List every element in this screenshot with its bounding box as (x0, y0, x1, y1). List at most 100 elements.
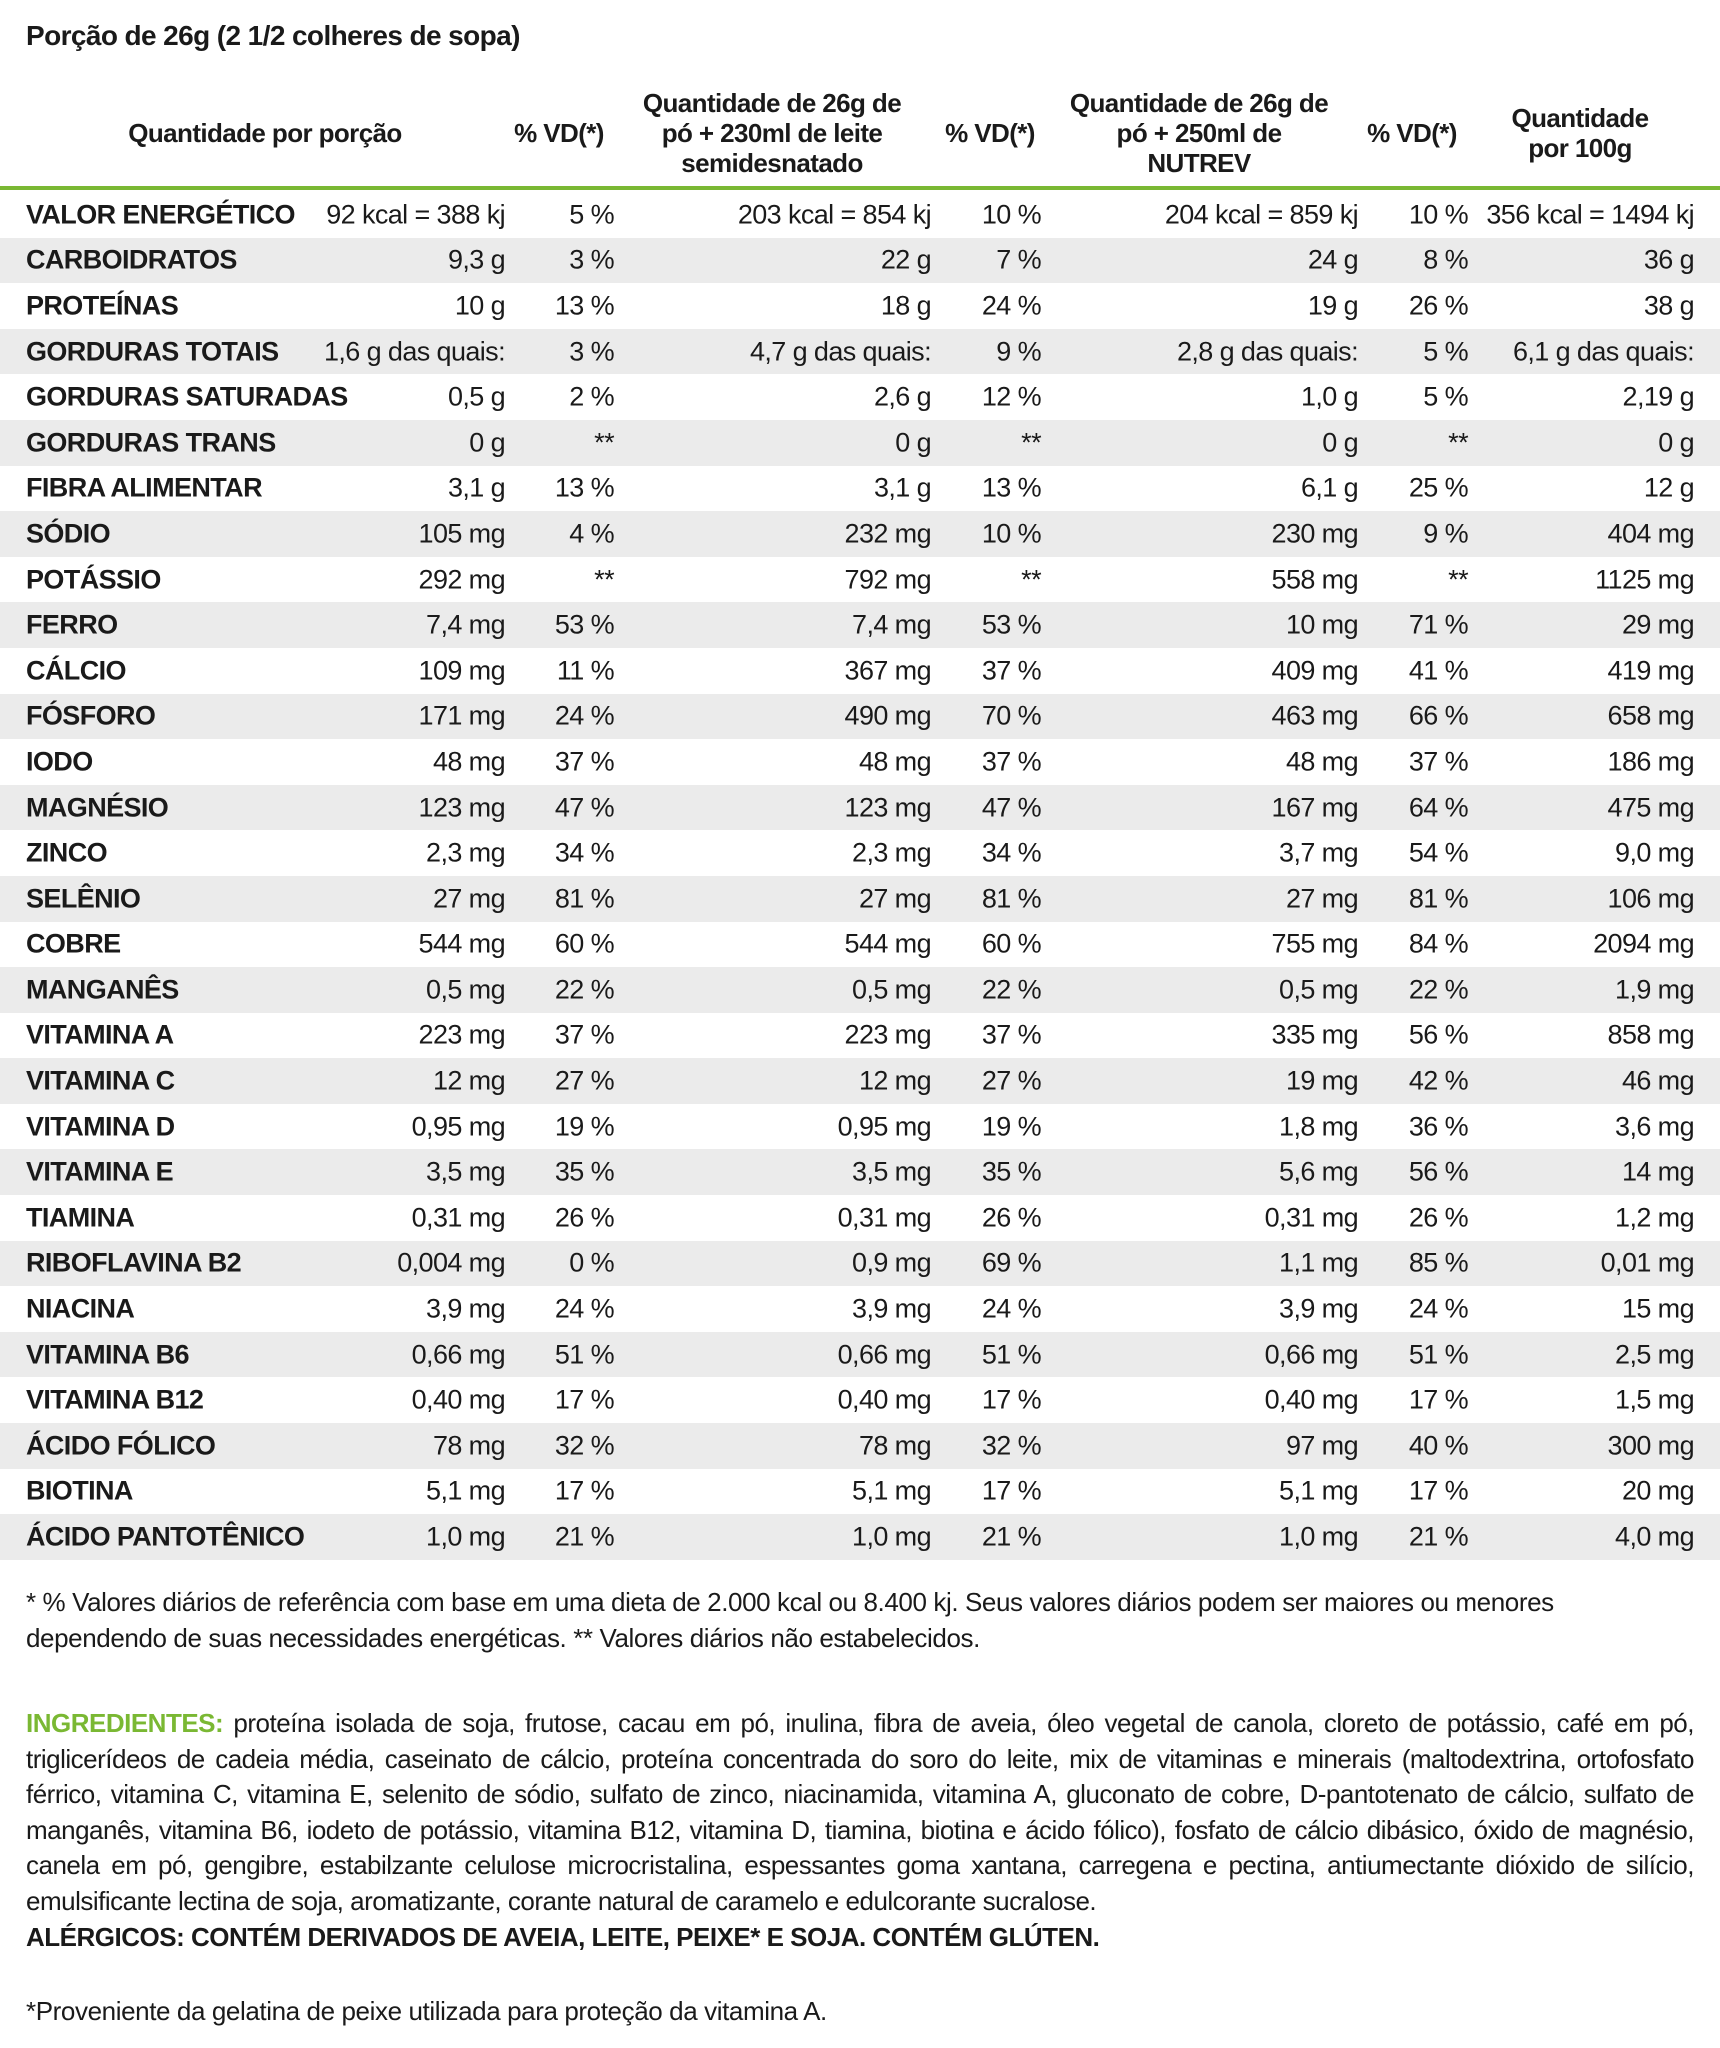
per-serving-value: 292 mg (418, 564, 506, 595)
with-milk-value: 48 mg (858, 746, 932, 777)
with-nutrev-value: 3,7 mg (1279, 837, 1359, 868)
per-100g-value: 29 mg (1621, 609, 1695, 640)
with-milk-value: 490 mg (844, 700, 932, 731)
with-milk-vd: 26 % (981, 1202, 1042, 1233)
per-serving-vd: 5 % (569, 199, 614, 230)
nutrient-name: VALOR ENERGÉTICO (26, 199, 296, 230)
with-milk-vd: 60 % (981, 928, 1042, 959)
nutrient-name: FERRO (26, 609, 118, 640)
with-milk-value: 12 mg (858, 1065, 932, 1096)
table-row: PROTEÍNAS 10 g 13 % 18 g 24 % 19 g 26 % 38 g (0, 283, 1720, 329)
per-100g-value: 12 g (1643, 472, 1695, 503)
nutrient-name: VITAMINA A (26, 1019, 174, 1050)
with-nutrev-value: 1,1 mg (1279, 1247, 1359, 1278)
per-serving-value: 9,3 g (447, 244, 506, 275)
with-nutrev-value: 463 mg (1271, 700, 1359, 731)
per-serving-value: 92 kcal = 388 kj (326, 199, 505, 230)
with-milk-vd: 24 % (981, 290, 1042, 321)
with-milk-vd: 37 % (981, 1019, 1042, 1050)
with-milk-value: 792 mg (844, 564, 932, 595)
with-milk-vd: 17 % (981, 1384, 1042, 1415)
per-100g-value: 3,6 mg (1615, 1111, 1695, 1142)
with-milk-value: 18 g (880, 290, 932, 321)
with-milk-value: 0,66 mg (837, 1339, 932, 1370)
per-100g-value: 46 mg (1621, 1065, 1695, 1096)
per-100g-value: 658 mg (1607, 700, 1695, 731)
nutrient-name: GORDURAS TOTAIS (26, 336, 279, 367)
table-row: VITAMINA D 0,95 mg 19 % 0,95 mg 19 % 1,8 mg 36… (0, 1104, 1720, 1150)
nutrient-name: CARBOIDRATOS (26, 244, 237, 275)
with-milk-value: 3,5 mg (852, 1156, 932, 1187)
with-milk-value: 3,9 mg (852, 1293, 932, 1324)
per-serving-vd: 3 % (569, 336, 614, 367)
with-milk-value: 27 mg (858, 883, 932, 914)
with-nutrev-value: 48 mg (1285, 746, 1359, 777)
with-nutrev-vd: 26 % (1408, 290, 1469, 321)
per-100g-value: 1125 mg (1595, 564, 1694, 595)
table-row: ÁCIDO PANTOTÊNICO 1,0 mg 21 % 1,0 mg 21 % 1,0… (0, 1514, 1720, 1560)
with-milk-vd: 12 % (981, 381, 1042, 412)
with-nutrev-value: 335 mg (1271, 1019, 1359, 1050)
with-nutrev-vd: 10 % (1408, 199, 1469, 230)
table-row: ZINCO 2,3 mg 34 % 2,3 mg 34 % 3,7 mg 54 % 9,0 m… (0, 830, 1720, 876)
with-milk-vd: 34 % (981, 837, 1042, 868)
with-milk-value: 3,1 g (873, 472, 932, 503)
with-nutrev-vd: 21 % (1408, 1521, 1469, 1552)
with-nutrev-value: 409 mg (1271, 655, 1359, 686)
with-milk-vd: 70 % (981, 700, 1042, 731)
per-serving-value: 78 mg (432, 1430, 506, 1461)
with-milk-vd: 19 % (981, 1111, 1042, 1142)
per-serving-vd: 3 % (569, 244, 614, 275)
table-row: VITAMINA E 3,5 mg 35 % 3,5 mg 35 % 5,6 mg 56 %… (0, 1149, 1720, 1196)
with-milk-vd: 47 % (981, 792, 1042, 823)
with-nutrev-vd: 17 % (1408, 1475, 1469, 1506)
per-serving-vd: 13 % (554, 290, 615, 321)
per-serving-value: 1,6 g das quais: (323, 336, 506, 367)
with-milk-vd: 35 % (981, 1156, 1042, 1187)
with-milk-vd: 32 % (981, 1430, 1042, 1461)
per-serving-vd: 0 % (569, 1247, 614, 1278)
nutrient-name: MANGANÊS (26, 974, 179, 1005)
with-nutrev-vd: 41 % (1408, 655, 1469, 686)
with-nutrev-value: 97 mg (1285, 1430, 1359, 1461)
with-nutrev-vd: 25 % (1408, 472, 1469, 503)
with-nutrev-vd: 8 % (1423, 244, 1468, 275)
with-nutrev-vd: 9 % (1423, 518, 1468, 549)
per-serving-vd: 13 % (554, 472, 615, 503)
with-nutrev-value: 5,1 mg (1279, 1475, 1359, 1506)
per-serving-vd: 47 % (554, 792, 615, 823)
header-divider (0, 186, 1720, 190)
with-milk-vd: 37 % (981, 655, 1042, 686)
per-serving-vd: 81 % (554, 883, 615, 914)
per-100g-value: 2,5 mg (1615, 1339, 1695, 1370)
with-milk-vd: 10 % (981, 518, 1042, 549)
table-row: CÁLCIO 109 mg 11 % 367 mg 37 % 409 mg 41 % 419 … (0, 648, 1720, 694)
with-nutrev-value: 230 mg (1271, 518, 1359, 549)
table-row: SÓDIO 105 mg 4 % 232 mg 10 % 230 mg 9 % 404 mg (0, 511, 1720, 557)
per-100g-value: 419 mg (1607, 655, 1695, 686)
with-milk-value: 78 mg (858, 1430, 932, 1461)
nutrient-name: VITAMINA B6 (26, 1339, 190, 1370)
with-milk-value: 2,6 g (873, 381, 932, 412)
per-serving-vd: 21 % (554, 1521, 615, 1552)
nutrient-name: FÓSFORO (26, 700, 156, 731)
per-serving-value: 0,5 mg (426, 974, 506, 1005)
with-milk-vd: 13 % (981, 472, 1042, 503)
header-vd-2: % VD(*) (945, 117, 1035, 148)
per-serving-value: 3,1 g (447, 472, 506, 503)
nutrient-name: SELÊNIO (26, 883, 141, 914)
per-serving-vd: 27 % (554, 1065, 615, 1096)
with-milk-value: 0,5 mg (852, 974, 932, 1005)
table-row: CARBOIDRATOS 9,3 g 3 % 22 g 7 % 24 g 8 % 36 g (0, 237, 1720, 284)
ingredients-text: proteína isolada de soja, frutose, cacau… (26, 1708, 1695, 1916)
nutrient-name: PROTEÍNAS (26, 290, 179, 321)
with-milk-value: 0,9 mg (852, 1247, 932, 1278)
with-milk-vd: 81 % (981, 883, 1042, 914)
with-nutrev-vd: 56 % (1408, 1019, 1469, 1050)
with-nutrev-value: 5,6 mg (1279, 1156, 1359, 1187)
with-nutrev-vd: 22 % (1408, 974, 1469, 1005)
daily-value-footnote: * % Valores diários de referência com ba… (26, 1587, 1554, 1653)
per-serving-value: 3,5 mg (426, 1156, 506, 1187)
with-milk-vd: 37 % (981, 746, 1042, 777)
per-serving-value: 0,5 g (447, 381, 506, 412)
